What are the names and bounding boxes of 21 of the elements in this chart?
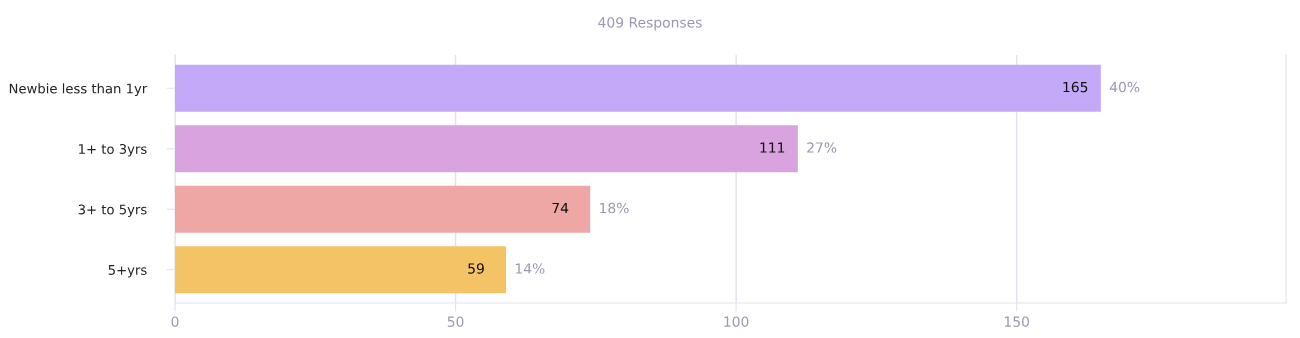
- data-label: 74: [552, 202, 569, 214]
- x-tick-label: 0: [171, 316, 179, 327]
- annotation: 40%: [1109, 81, 1140, 93]
- y-tick-label: 1+ to 3yrs: [79, 143, 147, 157]
- x-tick-label: 100: [724, 316, 749, 327]
- bar: [175, 185, 591, 233]
- data-label: 165: [1063, 81, 1088, 93]
- annotation: 18%: [600, 202, 629, 214]
- data-label: 111: [760, 142, 785, 153]
- x-tick-label: 150: [1004, 316, 1029, 327]
- y-tick-label: Newbie less than 1yr: [9, 83, 148, 97]
- bar: [175, 125, 798, 173]
- data-label: 59: [468, 263, 484, 274]
- annotation: 14%: [515, 263, 545, 274]
- y-tick-label: 5+yrs: [108, 265, 147, 278]
- bar: [175, 64, 1101, 112]
- x-tick-label: 50: [447, 316, 464, 327]
- bar: [175, 246, 507, 294]
- annotation: 27%: [807, 142, 837, 153]
- y-tick-label: 3+ to 5yrs: [78, 204, 147, 217]
- chart-subtitle: 409 Responses: [598, 17, 702, 31]
